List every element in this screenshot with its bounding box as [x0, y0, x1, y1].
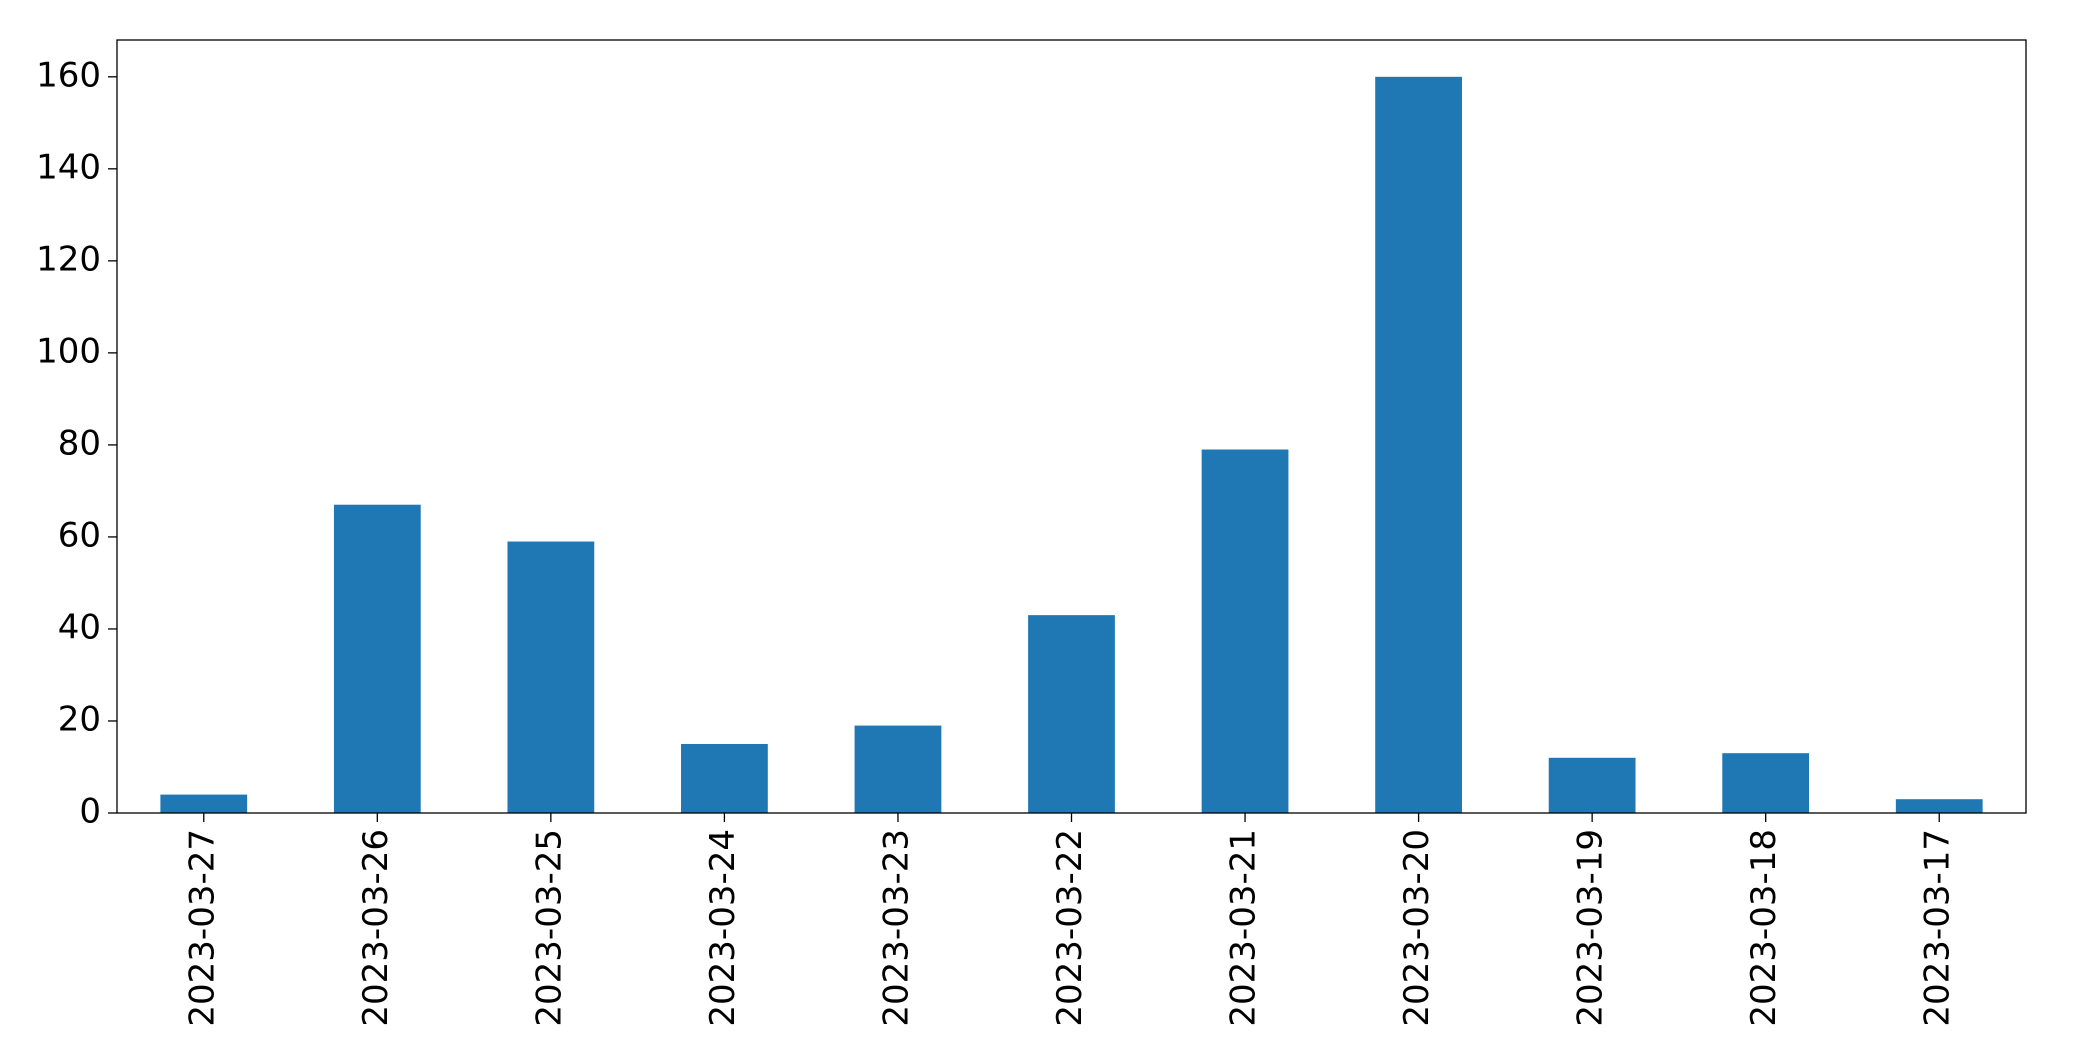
x-tick-label: 2023-03-20 — [1397, 829, 1437, 1027]
plot-frame — [116, 39, 2027, 814]
bar — [160, 794, 248, 813]
bar — [1722, 753, 1810, 813]
bar — [333, 504, 421, 813]
bar — [507, 541, 595, 813]
bar — [1375, 76, 1462, 814]
x-tick-label: 2023-03-22 — [1050, 829, 1090, 1027]
y-tick-label: 120 — [36, 239, 101, 279]
x-tick-label: 2023-03-24 — [703, 829, 743, 1027]
y-tick-label: 40 — [58, 607, 101, 647]
y-tick-label: 80 — [58, 423, 101, 463]
bar — [681, 743, 768, 813]
y-tick-label: 60 — [58, 515, 101, 555]
bar — [1895, 799, 1983, 813]
y-tick-label: 160 — [36, 55, 101, 95]
x-tick-label: 2023-03-23 — [876, 829, 916, 1027]
x-tick-label: 2023-03-26 — [356, 829, 396, 1027]
bar — [1201, 449, 1289, 813]
bar — [1028, 615, 1115, 813]
y-tick-label: 140 — [36, 147, 101, 187]
x-tick-label: 2023-03-19 — [1571, 829, 1611, 1027]
y-tick-label: 20 — [58, 699, 101, 739]
bar — [854, 725, 942, 813]
x-tick-label: 2023-03-27 — [182, 829, 222, 1027]
x-tick-label: 2023-03-18 — [1744, 829, 1784, 1027]
y-tick-label: 100 — [36, 331, 101, 371]
y-tick-label: 0 — [79, 792, 101, 832]
x-tick-label: 2023-03-21 — [1224, 829, 1264, 1027]
x-tick-label: 2023-03-25 — [529, 829, 569, 1027]
bar — [1548, 757, 1636, 813]
x-tick-label: 2023-03-17 — [1918, 829, 1958, 1027]
